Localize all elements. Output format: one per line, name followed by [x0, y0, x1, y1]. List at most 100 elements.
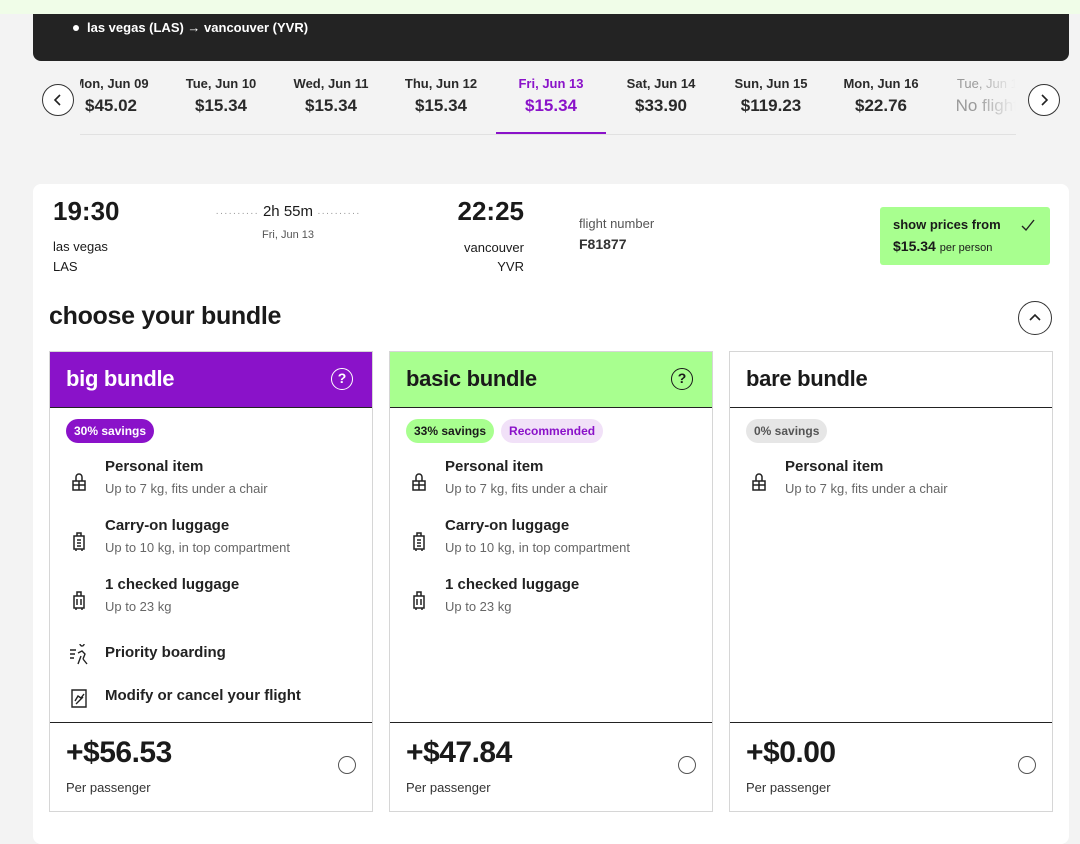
- bundle-feature: 1 checked luggage Up to 23 kg: [66, 576, 356, 626]
- date-label: Thu, Jun 12: [404, 76, 478, 91]
- bundle-card[interactable]: bare bundle 0% savings Personal item Up to …: [729, 351, 1053, 812]
- date-price: $15.34: [415, 96, 467, 115]
- date-price: $22.76: [855, 96, 907, 115]
- duration-dots-right: ··········: [317, 208, 361, 219]
- modify-flight-icon: [71, 689, 87, 708]
- feature-name: 1 checked luggage: [105, 576, 240, 593]
- bundle-name: basic bundle: [406, 366, 537, 391]
- date-price: $119.23: [740, 96, 802, 115]
- recommended-badge: Recommended: [501, 419, 604, 443]
- date-label: Fri, Jun 13: [518, 76, 584, 91]
- bundle-feature: Personal item Up to 7 kg, fits under a ch…: [746, 458, 1036, 508]
- bundle-name: big bundle: [66, 366, 175, 391]
- flight-date: Fri, Jun 13: [262, 229, 314, 241]
- chevron-left-icon: [53, 94, 61, 106]
- bundle-tags: 33% savings Recommended: [406, 419, 604, 443]
- date-price: $45.02: [85, 96, 137, 115]
- date-option[interactable]: Thu, Jun 12 $15.34: [386, 66, 496, 134]
- feature-description: Up to 10 kg, in top compartment: [445, 540, 630, 555]
- bundle-radio[interactable]: [338, 756, 356, 774]
- feature-name: Personal item: [445, 458, 544, 475]
- date-label: Mon, Jun 16: [843, 76, 919, 91]
- chevron-right-icon: [1041, 94, 1049, 106]
- flight-duration: ·········· 2h 55m ··········: [213, 203, 363, 220]
- departure-time: 19:30: [53, 196, 120, 226]
- bundle-feature: Personal item Up to 7 kg, fits under a ch…: [66, 458, 356, 508]
- bundle-divider: [50, 722, 372, 723]
- date-selector: Mon, Jun 09 $45.02 Tue, Jun 10 $15.34 Wed, J…: [80, 66, 1016, 135]
- duration-dots-left: ··········: [215, 208, 259, 219]
- per-passenger-label: Per passenger: [746, 780, 831, 795]
- feature-description: Up to 7 kg, fits under a chair: [105, 481, 268, 496]
- date-label: Sat, Jun 14: [626, 76, 696, 91]
- bundle-tags: 0% savings: [746, 419, 828, 443]
- per-passenger-label: Per passenger: [406, 780, 491, 795]
- bundle-tags: 30% savings: [66, 419, 155, 443]
- date-option[interactable]: Wed, Jun 11 $15.34: [276, 66, 386, 134]
- bundle-price: +$56.53: [66, 736, 172, 769]
- feature-description: Up to 10 kg, in top compartment: [105, 540, 290, 555]
- date-option[interactable]: Fri, Jun 13 $15.34: [496, 66, 606, 134]
- date-option[interactable]: Mon, Jun 16 $22.76: [826, 66, 936, 134]
- date-label: Sun, Jun 15: [734, 76, 808, 91]
- bundle-feature: Modify or cancel your flight: [66, 679, 356, 729]
- bundle-card[interactable]: big bundle? 30% savings Personal item Up to…: [49, 351, 373, 812]
- flight-number-label: flight number: [579, 216, 655, 231]
- flight-card: 19:30 las vegas LAS ·········· 2h 55m ··…: [33, 184, 1069, 844]
- date-fade: [976, 66, 1016, 134]
- date-label: Mon, Jun 09: [80, 76, 149, 91]
- date-label: Tue, Jun 10: [185, 76, 257, 91]
- bundle-header: big bundle?: [50, 352, 372, 408]
- bundle-header: basic bundle?: [390, 352, 712, 408]
- per-passenger-label: Per passenger: [66, 780, 151, 795]
- show-prices-amount: $15.34 per person: [893, 238, 992, 254]
- bundle-radio[interactable]: [1018, 756, 1036, 774]
- next-dates-button[interactable]: [1028, 84, 1060, 116]
- bundle-section-title: choose your bundle: [49, 302, 282, 330]
- bundle-feature: 1 checked luggage Up to 23 kg: [406, 576, 696, 626]
- date-price: $33.90: [635, 96, 687, 115]
- bundle-card[interactable]: basic bundle? 33% savings Recommended Perso…: [389, 351, 713, 812]
- bundle-feature: Personal item Up to 7 kg, fits under a ch…: [406, 458, 696, 508]
- date-option[interactable]: Tue, Jun 10 $15.34: [166, 66, 276, 134]
- personal-item-icon: [752, 473, 766, 491]
- priority-boarding-icon: [70, 644, 88, 665]
- help-icon[interactable]: ?: [331, 368, 353, 390]
- duration-text: 2h 55m: [262, 203, 314, 220]
- savings-badge: 0% savings: [746, 419, 828, 443]
- date-option[interactable]: Sun, Jun 15 $119.23: [716, 66, 826, 134]
- personal-item-icon: [72, 473, 86, 491]
- per-person-text: per person: [939, 242, 993, 254]
- prev-dates-button[interactable]: [42, 84, 74, 116]
- feature-name: Priority boarding: [105, 644, 226, 661]
- top-strip: [0, 0, 1080, 14]
- bundle-price: +$47.84: [406, 736, 512, 769]
- check-icon: [1021, 219, 1035, 232]
- date-label: Wed, Jun 11: [293, 76, 369, 91]
- help-icon[interactable]: ?: [671, 368, 693, 390]
- feature-name: Modify or cancel your flight: [105, 687, 301, 704]
- date-option[interactable]: Mon, Jun 09 $45.02: [80, 66, 166, 134]
- arrival-code: YVR: [497, 259, 524, 274]
- departure-code: LAS: [53, 259, 78, 274]
- feature-description: Up to 23 kg: [445, 599, 512, 614]
- bundle-feature: Priority boarding: [66, 636, 356, 686]
- arrival-time: 22:25: [457, 196, 525, 226]
- show-prices-button[interactable]: show prices from $15.34 per person: [880, 207, 1050, 265]
- date-price: $15.34: [305, 96, 357, 115]
- bundle-price: +$0.00: [746, 736, 836, 769]
- route-summary: las vegas (LAS) → vancouver (YVR): [73, 20, 308, 35]
- carry-on-icon: [413, 532, 425, 551]
- date-option[interactable]: Sat, Jun 14 $33.90: [606, 66, 716, 134]
- bundle-divider: [730, 722, 1052, 723]
- carry-on-icon: [73, 532, 85, 551]
- departure-city: las vegas: [53, 239, 108, 254]
- collapse-bundles-button[interactable]: [1018, 301, 1052, 335]
- route-bar: las vegas (LAS) → vancouver (YVR): [33, 14, 1069, 61]
- show-prices-label: show prices from: [893, 217, 1001, 232]
- bundle-radio[interactable]: [678, 756, 696, 774]
- price-value: $15.34: [893, 238, 936, 254]
- savings-badge: 30% savings: [66, 419, 155, 443]
- date-price: $15.34: [195, 96, 247, 115]
- route-text: las vegas (LAS) → vancouver (YVR): [87, 20, 309, 35]
